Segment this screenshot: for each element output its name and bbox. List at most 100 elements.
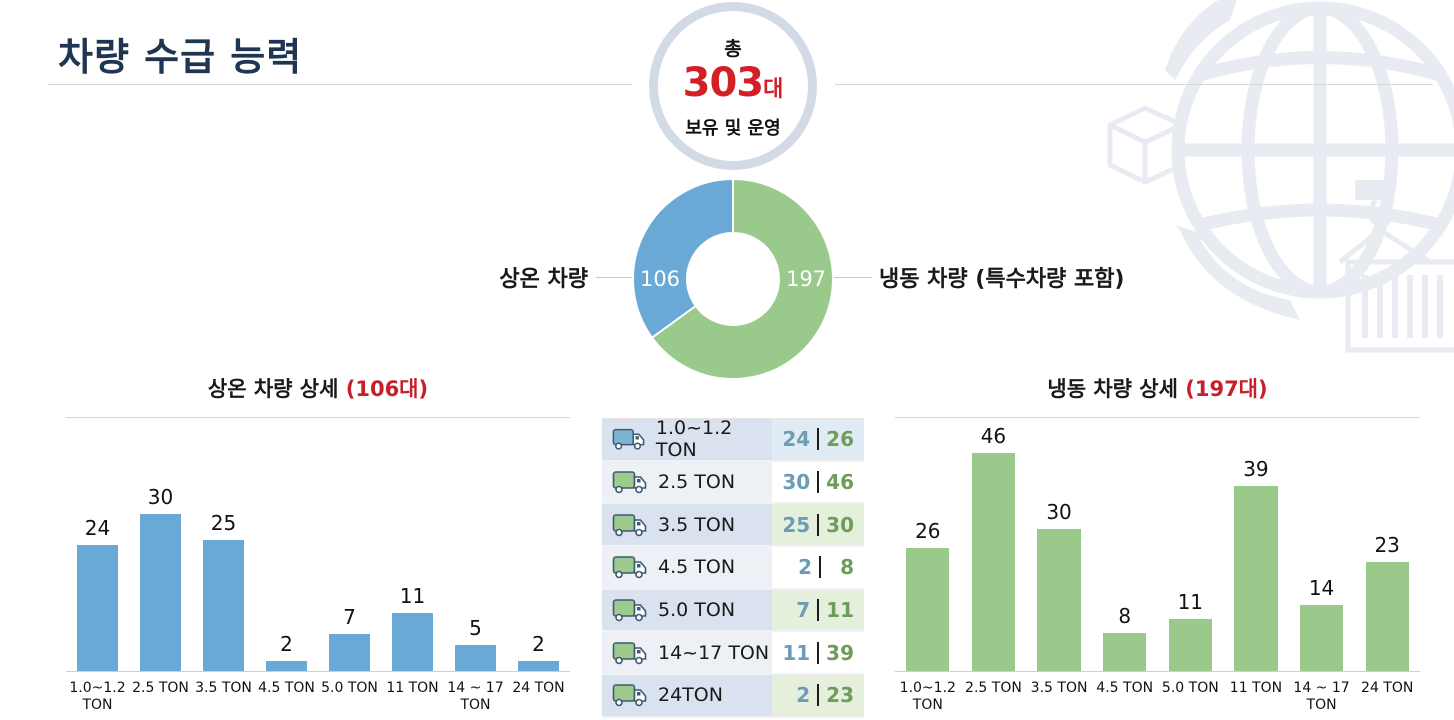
tonnage-label: 3.5 TON xyxy=(658,513,736,536)
bar-value-label: 23 xyxy=(1374,532,1400,557)
chart-divider xyxy=(66,417,570,418)
x-axis-baseline xyxy=(66,671,570,672)
donut-label-frozen: 냉동 차량 (특수차량 포함) xyxy=(879,267,1125,292)
frozen-count: 11 xyxy=(826,598,854,623)
ambient-count: 2 xyxy=(796,683,811,708)
frozen-count: 23 xyxy=(826,683,854,708)
bar-value-label: 2 xyxy=(280,631,293,656)
donut-leader-line-left xyxy=(596,277,640,278)
total-prefix: 총 xyxy=(724,38,742,60)
title-divider xyxy=(48,84,632,85)
x-axis-tick-label: 4.5 TON xyxy=(1096,680,1154,696)
value-separator xyxy=(817,641,820,664)
table-row: 5.0 TON 7 11 xyxy=(602,589,864,633)
page-title: 차량 수급 능력 xyxy=(58,35,303,79)
vehicle-type-donut-chart: 106 197 xyxy=(632,177,834,380)
ambient-chart-title: 상온 차량 상세 xyxy=(207,377,339,401)
tonnage-label: 14~17 TON xyxy=(658,641,770,664)
x-axis-tick-label: 4.5 TON xyxy=(258,680,315,696)
x-axis-baseline xyxy=(895,671,1420,672)
frozen-chart-heading: 냉동 차량 상세 (197대) xyxy=(895,373,1420,403)
truck-icon xyxy=(612,513,647,537)
donut-label-ambient: 상온 차량 xyxy=(499,267,588,292)
x-axis-tick-label: 14 ~ 17 TON xyxy=(1293,680,1350,713)
truck-icon xyxy=(612,599,647,622)
table-row: 4.5 TON 2 8 xyxy=(602,547,864,590)
table-row: 2.5 TON 30 46 xyxy=(602,461,864,505)
x-axis-tick-label: 11 TON xyxy=(386,680,439,696)
frozen-count: 8 xyxy=(840,555,854,580)
bar xyxy=(454,644,497,671)
bar-value-label: 24 xyxy=(84,516,111,540)
x-axis-tick-label: 11 TON xyxy=(1229,680,1283,696)
frozen-count: 39 xyxy=(826,640,854,665)
bar xyxy=(139,513,182,671)
truck-icon xyxy=(612,684,647,707)
x-axis-tick-label: 3.5 TON xyxy=(1030,680,1088,696)
globe-logistics-watermark xyxy=(1107,0,1454,353)
bar-value-label: 14 xyxy=(1308,575,1335,600)
bar xyxy=(328,634,371,671)
x-axis-tick-label: 14 ~ 17 TON xyxy=(447,680,504,713)
bar xyxy=(1365,561,1409,671)
bar xyxy=(517,660,560,671)
donut-value-ambient: 106 xyxy=(640,267,680,291)
bar xyxy=(391,613,434,671)
bar-value-label: 7 xyxy=(343,605,356,630)
table-row: 24TON 2 23 xyxy=(602,675,864,718)
ambient-vehicle-chart: 상온 차량 상세 (106대) 24 1.0~1.2 TON 30 2.5 TON 25 3… xyxy=(66,373,570,720)
total-subtitle: 보유 및 운영 xyxy=(685,118,781,139)
bar xyxy=(1037,528,1081,671)
x-axis-tick-label: 24 TON xyxy=(512,680,565,696)
frozen-count: 26 xyxy=(826,427,854,452)
title-divider-right xyxy=(835,84,1433,85)
bar-value-label: 30 xyxy=(147,484,174,509)
ambient-count: 25 xyxy=(782,512,811,537)
bar-value-label: 11 xyxy=(1177,589,1204,614)
x-axis-tick-label: 1.0~1.2 TON xyxy=(69,680,126,713)
value-separator xyxy=(817,513,820,536)
x-axis-tick-label: 2.5 TON xyxy=(965,680,1022,696)
x-axis-tick-label: 5.0 TON xyxy=(321,680,378,696)
bar xyxy=(906,547,950,671)
value-separator xyxy=(817,684,820,707)
bar-value-label: 39 xyxy=(1243,456,1269,481)
tonnage-label: 24TON xyxy=(658,684,723,707)
ambient-chart-count: (106대) xyxy=(345,377,429,401)
truck-icon xyxy=(612,556,647,579)
table-row: 14~17 TON 11 39 xyxy=(602,632,864,676)
bar-value-label: 30 xyxy=(1046,499,1072,524)
donut-value-frozen: 197 xyxy=(786,267,826,291)
ambient-count: 24 xyxy=(782,427,811,452)
frozen-count: 46 xyxy=(826,470,854,495)
x-axis-tick-label: 5.0 TON xyxy=(1161,680,1219,696)
ambient-count: 11 xyxy=(782,640,811,665)
x-axis-tick-label: 3.5 TON xyxy=(195,680,252,696)
frozen-count: 30 xyxy=(826,512,854,537)
table-row: 1.0~1.2 TON 24 26 xyxy=(602,417,864,462)
value-separator xyxy=(819,556,821,579)
bar xyxy=(1168,618,1212,671)
table-row: 3.5 TON 25 30 xyxy=(602,504,864,548)
value-separator xyxy=(817,428,820,451)
bar xyxy=(1299,604,1344,671)
frozen-vehicle-chart: 냉동 차량 상세 (197대) 26 1.0~1.2 TON 46 2.5 TON 30 3… xyxy=(895,373,1420,720)
bar xyxy=(1103,633,1147,671)
x-axis-tick-label: 2.5 TON xyxy=(132,680,189,696)
donut-leader-line-right xyxy=(826,277,872,278)
value-separator xyxy=(817,599,820,622)
donut-segment-ambient xyxy=(632,177,734,340)
bar xyxy=(202,539,245,671)
total-count: 303대 xyxy=(683,61,784,112)
x-axis-tick-label: 1.0~1.2 TON xyxy=(899,680,956,713)
bar-value-label: 8 xyxy=(1118,604,1132,628)
total-count-unit: 대 xyxy=(763,77,784,102)
bar xyxy=(265,660,308,671)
bar-value-label: 2 xyxy=(532,631,545,656)
bar-value-label: 46 xyxy=(980,423,1007,448)
tonnage-label: 5.0 TON xyxy=(658,599,736,622)
ambient-count: 30 xyxy=(782,470,811,495)
total-badge: 총 303대 보유 및 운영 xyxy=(649,2,817,170)
truck-icon xyxy=(612,471,647,494)
bar xyxy=(76,545,119,671)
